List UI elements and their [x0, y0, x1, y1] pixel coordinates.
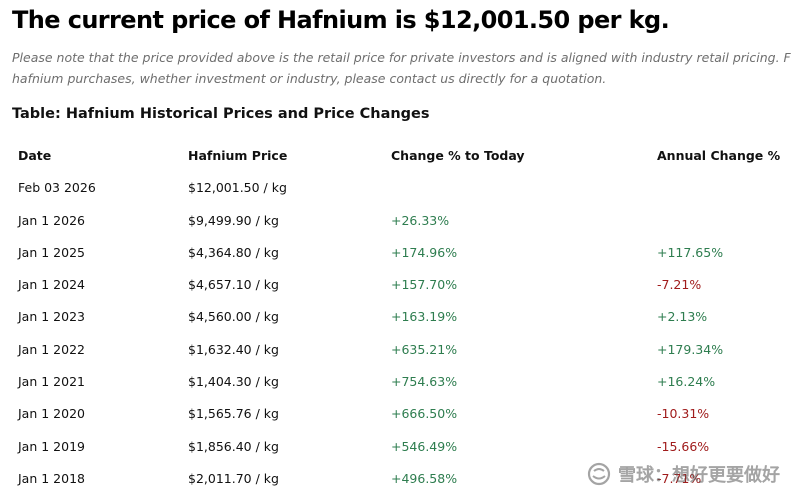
table-row: Jan 1 2021 $1,404.30 / kg +754.63% +16.2… [0, 366, 800, 398]
table-row: Jan 1 2020 $1,565.76 / kg +666.50% -10.3… [0, 398, 800, 430]
cell-price: $1,565.76 / kg [188, 406, 279, 422]
cell-annual-change: +117.65% [657, 244, 724, 260]
cell-date: Jan 1 2019 [18, 438, 85, 454]
cell-date: Jan 1 2018 [18, 470, 85, 486]
cell-date: Jan 1 2023 [18, 309, 85, 325]
cell-annual-change: -15.66% [657, 438, 710, 454]
header-date: Date [18, 148, 52, 163]
table-row: Jan 1 2024 $4,657.10 / kg +157.70% -7.21… [0, 269, 800, 301]
snowball-logo-icon [586, 462, 612, 486]
table-caption: Table: Hafnium Historical Prices and Pri… [12, 106, 430, 122]
cell-price: $12,001.50 / kg [188, 180, 287, 196]
cell-annual-change: -7.21% [657, 277, 702, 293]
watermark-text: 雪球：想好更要做好 [618, 465, 780, 486]
cell-change-to-today: +496.58% [391, 470, 458, 486]
table-row: Feb 03 2026 $12,001.50 / kg [0, 172, 800, 204]
cell-date: Jan 1 2025 [18, 244, 85, 260]
cell-change-to-today: +546.49% [391, 438, 458, 454]
cell-annual-change: +16.24% [657, 374, 716, 390]
cell-annual-change: +179.34% [657, 341, 724, 357]
table-header-row: Date Hafnium Price Change % to Today Ann… [0, 140, 800, 172]
watermark: 雪球：想好更要做好 [586, 460, 780, 488]
table-row: Jan 1 2023 $4,560.00 / kg +163.19% +2.13… [0, 301, 800, 333]
table-row: Jan 1 2026 $9,499.90 / kg +26.33% [0, 205, 800, 237]
header-annual-change: Annual Change % [657, 148, 781, 163]
cell-date: Jan 1 2022 [18, 341, 85, 357]
cell-price: $1,632.40 / kg [188, 341, 279, 357]
cell-date: Feb 03 2026 [18, 180, 96, 196]
table-row: Jan 1 2019 $1,856.40 / kg +546.49% -15.6… [0, 431, 800, 463]
cell-change-to-today: +754.63% [391, 374, 458, 390]
cell-annual-change: -10.31% [657, 406, 710, 422]
cell-price: $2,011.70 / kg [188, 470, 279, 486]
table-row: Jan 1 2025 $4,364.80 / kg +174.96% +117.… [0, 237, 800, 269]
cell-date: Jan 1 2024 [18, 277, 85, 293]
cell-change-to-today: +26.33% [391, 212, 450, 228]
cell-price: $1,404.30 / kg [188, 374, 279, 390]
header-price: Hafnium Price [188, 148, 288, 163]
cell-change-to-today: +635.21% [391, 341, 458, 357]
cell-price: $1,856.40 / kg [188, 438, 279, 454]
cell-change-to-today: +163.19% [391, 309, 458, 325]
cell-change-to-today: +157.70% [391, 277, 458, 293]
cell-price: $4,560.00 / kg [188, 309, 279, 325]
cell-price: $9,499.90 / kg [188, 212, 279, 228]
note-line-2: hafnium purchases, whether investment or… [12, 71, 607, 86]
table-row: Jan 1 2018 $2,011.70 / kg +496.58% -7.71… [0, 463, 800, 495]
cell-price: $4,364.80 / kg [188, 244, 279, 260]
page-title: The current price of Hafnium is $12,001.… [12, 6, 670, 34]
price-history-table: Date Hafnium Price Change % to Today Ann… [0, 140, 800, 495]
table-row: Jan 1 2022 $1,632.40 / kg +635.21% +179.… [0, 334, 800, 366]
cell-date: Jan 1 2021 [18, 374, 85, 390]
cell-price: $4,657.10 / kg [188, 277, 279, 293]
cell-date: Jan 1 2020 [18, 406, 85, 422]
cell-date: Jan 1 2026 [18, 212, 85, 228]
note-line-1: Please note that the price provided abov… [12, 50, 791, 65]
header-change-to-today: Change % to Today [391, 148, 525, 163]
retail-price-note: Please note that the price provided abov… [12, 47, 800, 89]
cell-annual-change: +2.13% [657, 309, 708, 325]
cell-change-to-today: +174.96% [391, 244, 458, 260]
cell-change-to-today: +666.50% [391, 406, 458, 422]
cell-annual-change: -7.71% [657, 470, 702, 486]
